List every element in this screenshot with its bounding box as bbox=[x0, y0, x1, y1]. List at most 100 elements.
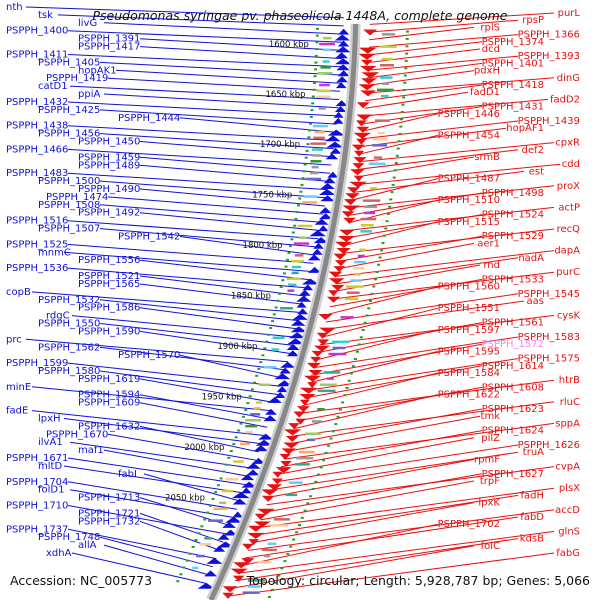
gene-label[interactable]: est bbox=[529, 166, 544, 177]
gene-label[interactable]: dcd bbox=[482, 44, 500, 55]
gene-label[interactable]: fabI bbox=[118, 469, 137, 480]
gene-label[interactable]: purL bbox=[558, 8, 581, 19]
gene-label[interactable]: recQ bbox=[557, 224, 581, 235]
gene-label[interactable]: PSPPH_1590 bbox=[78, 326, 140, 337]
gene-label[interactable]: rplS bbox=[480, 22, 500, 33]
gene-label[interactable]: sppA bbox=[555, 418, 580, 429]
gene-label[interactable]: PSPPH_1670 bbox=[46, 429, 108, 440]
gene-label[interactable]: PSPPH_1366 bbox=[518, 30, 580, 41]
gene-label[interactable]: PSPPH_1456 bbox=[38, 129, 100, 140]
gene-label[interactable]: PSPPH_1556 bbox=[78, 255, 140, 266]
gene-label[interactable]: PSPPH_1418 bbox=[482, 80, 544, 91]
gene-label[interactable]: dapA bbox=[554, 246, 580, 257]
gene-label[interactable]: accD bbox=[555, 505, 580, 516]
gene-label[interactable]: PSPPH_1507 bbox=[38, 224, 100, 235]
gene-label[interactable]: PSPPH_1515 bbox=[438, 217, 500, 228]
gene-label[interactable]: PSPPH_1608 bbox=[482, 382, 544, 393]
gene-label[interactable]: PSPPH_1737 bbox=[6, 524, 68, 535]
gene-label[interactable]: PSPPH_1466 bbox=[6, 144, 68, 155]
gene-label[interactable]: fadD1 bbox=[470, 87, 500, 98]
gene-label[interactable]: mnmC bbox=[38, 247, 71, 258]
gene-label[interactable]: ilvA1 bbox=[38, 437, 63, 448]
gene-label[interactable]: fadD2 bbox=[550, 94, 580, 105]
gene-label[interactable]: xdhA bbox=[46, 548, 72, 559]
gene-label[interactable]: fadE bbox=[6, 406, 28, 417]
gene-label[interactable]: PSPPH_1595 bbox=[438, 346, 500, 357]
gene-label[interactable]: PSPPH_1417 bbox=[78, 42, 140, 53]
gene-label[interactable]: PSPPH_1572 bbox=[482, 339, 544, 350]
gene-label[interactable]: PSPPH_1474 bbox=[46, 192, 108, 203]
gene-label[interactable]: PSPPH_1536 bbox=[6, 263, 68, 274]
gene-label[interactable]: PSPPH_1671 bbox=[6, 453, 68, 464]
gene-label[interactable]: PSPPH_1550 bbox=[38, 319, 100, 330]
gene-label[interactable]: rpsP bbox=[522, 15, 544, 26]
gene-label[interactable]: cysK bbox=[557, 310, 581, 321]
gene-label[interactable]: rpmF bbox=[474, 454, 500, 465]
gene-label[interactable]: folD1 bbox=[38, 485, 64, 496]
gene-label[interactable]: PSPPH_1614 bbox=[482, 361, 544, 372]
gene-label[interactable]: PSPPH_1508 bbox=[38, 200, 100, 211]
gene-label[interactable]: PSPPH_1713 bbox=[78, 493, 140, 504]
gene-label[interactable]: PSPPH_1704 bbox=[6, 477, 68, 488]
gene-label[interactable]: PSPPH_1498 bbox=[482, 188, 544, 199]
gene-label[interactable]: PSPPH_1580 bbox=[38, 366, 100, 377]
gene-label[interactable]: PSPPH_1622 bbox=[438, 390, 500, 401]
gene-label[interactable]: PSPPH_1721 bbox=[78, 508, 140, 519]
gene-label[interactable]: aer1 bbox=[477, 238, 500, 249]
gene-label[interactable]: PSPPH_1401 bbox=[482, 58, 544, 69]
gene-label[interactable]: fadH bbox=[520, 490, 544, 501]
gene-label[interactable]: rdgC bbox=[46, 311, 70, 322]
gene-label[interactable]: nth bbox=[6, 2, 23, 13]
gene-label[interactable]: lpxH bbox=[38, 414, 61, 425]
gene-label[interactable]: PSPPH_1490 bbox=[78, 184, 140, 195]
gene-label[interactable]: PSPPH_1432 bbox=[6, 97, 68, 108]
gene-label[interactable]: allA bbox=[78, 540, 97, 551]
gene-label[interactable]: PSPPH_1586 bbox=[78, 303, 140, 314]
gene-label[interactable]: catD1 bbox=[38, 81, 68, 92]
gene-label[interactable]: lpxK bbox=[478, 498, 500, 509]
gene-label[interactable]: PSPPH_1710 bbox=[6, 501, 68, 512]
gene-label[interactable]: mltD bbox=[38, 461, 62, 472]
gene-label[interactable]: PSPPH_1599 bbox=[6, 358, 68, 369]
gene-label[interactable]: PSPPH_1405 bbox=[38, 57, 100, 68]
gene-label[interactable]: PSPPH_1551 bbox=[438, 303, 500, 314]
gene-label[interactable]: cvpA bbox=[555, 462, 580, 473]
gene-label[interactable]: PSPPH_1533 bbox=[482, 274, 544, 285]
gene-label[interactable]: rluC bbox=[560, 397, 580, 408]
gene-label[interactable]: PSPPH_1489 bbox=[78, 160, 140, 171]
gene-label[interactable]: PSPPH_1450 bbox=[78, 137, 140, 148]
gene-label[interactable]: minE bbox=[6, 382, 31, 393]
gene-label[interactable]: PSPPH_1623 bbox=[482, 404, 544, 415]
gene-label[interactable]: PSPPH_1565 bbox=[78, 279, 140, 290]
gene-label[interactable]: pdxH bbox=[474, 66, 500, 77]
gene-label[interactable]: PSPPH_1561 bbox=[482, 318, 544, 329]
gene-label[interactable]: PSPPH_1545 bbox=[518, 289, 580, 300]
gene-label[interactable]: prc bbox=[6, 334, 22, 345]
gene-label[interactable]: maf1 bbox=[78, 445, 104, 456]
gene-label[interactable]: PSPPH_1425 bbox=[38, 105, 100, 116]
gene-label[interactable]: PSPPH_1419 bbox=[46, 73, 108, 84]
gene-label[interactable]: aas bbox=[527, 296, 544, 307]
gene-label[interactable]: PSPPH_1411 bbox=[6, 50, 68, 61]
gene-label[interactable]: PSPPH_1492 bbox=[78, 208, 140, 219]
gene-label[interactable]: purC bbox=[556, 267, 580, 278]
gene-label[interactable]: PSPPH_1532 bbox=[38, 295, 100, 306]
gene-label[interactable]: PSPPH_1570 bbox=[118, 350, 180, 361]
gene-label[interactable]: hopAK1 bbox=[78, 65, 117, 76]
gene-label[interactable]: PSPPH_1483 bbox=[6, 168, 68, 179]
gene-label[interactable]: plsX bbox=[559, 483, 580, 494]
gene-label[interactable]: PSPPH_1560 bbox=[438, 282, 500, 293]
gene-label[interactable]: PSPPH_1748 bbox=[38, 532, 100, 543]
gene-label[interactable]: PSPPH_1594 bbox=[78, 390, 140, 401]
gene-label[interactable]: PSPPH_1583 bbox=[518, 332, 580, 343]
gene-label[interactable]: PSPPH_1444 bbox=[118, 113, 180, 124]
gene-label[interactable]: PSPPH_1575 bbox=[518, 354, 580, 365]
gene-label[interactable]: proX bbox=[557, 181, 580, 192]
gene-label[interactable]: PSPPH_1521 bbox=[78, 271, 140, 282]
gene-label[interactable]: PSPPH_1597 bbox=[438, 325, 500, 336]
gene-label[interactable]: PSPPH_1446 bbox=[438, 109, 500, 120]
gene-label[interactable]: PSPPH_1431 bbox=[482, 102, 544, 113]
gene-label[interactable]: fabD bbox=[520, 512, 544, 523]
gene-label[interactable]: pilZ bbox=[481, 433, 500, 444]
gene-label[interactable]: PSPPH_1516 bbox=[6, 216, 68, 227]
